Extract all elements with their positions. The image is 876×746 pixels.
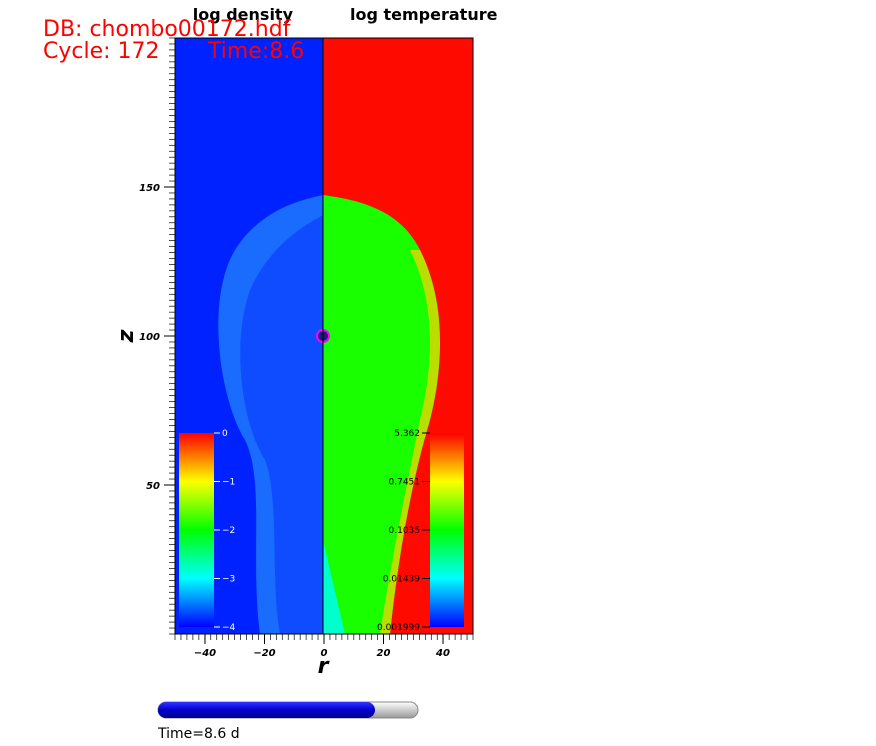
density-legend-label: −4: [222, 623, 236, 633]
cycle-label: Cycle: 172: [43, 39, 160, 64]
y-tick-label: 150: [139, 183, 160, 194]
density-legend-label: 0: [222, 429, 228, 439]
x-tick-label: 40: [435, 648, 450, 659]
y-tick-label: 100: [139, 332, 160, 343]
density-colorbar: [179, 433, 214, 627]
time-slider[interactable]: [157, 701, 419, 719]
x-axis-label: r: [318, 654, 330, 679]
db-label: DB: chombo00172.hdf: [43, 17, 292, 42]
plot-field: [174, 37, 474, 635]
x-tick-label: −40: [194, 648, 216, 659]
density-legend-label: −2: [222, 526, 235, 536]
temperature-legend-label: 0.001999: [377, 623, 420, 633]
density-legend-label: −3: [222, 575, 235, 585]
right-title: log temperature: [350, 5, 498, 24]
temperature-legend-label: 0.1035: [389, 526, 421, 536]
temperature-legend-label: 0.01439: [383, 575, 420, 585]
time-label: Time:8.6: [207, 39, 304, 64]
y-axis-label: z: [114, 329, 139, 343]
temperature-colorbar: [430, 433, 464, 627]
x-tick-label: −20: [253, 648, 275, 659]
temperature-legend-label: 0.7451: [389, 478, 421, 488]
left-title: log density: [193, 5, 294, 24]
x-tick-label: 0: [321, 648, 328, 659]
x-tick-label: 20: [377, 648, 391, 659]
density-legend-label: −1: [222, 478, 235, 488]
y-tick-label: 50: [146, 481, 160, 492]
temperature-legend-label: 5.362: [394, 429, 420, 439]
slider-label: Time=8.6 d: [157, 726, 240, 742]
